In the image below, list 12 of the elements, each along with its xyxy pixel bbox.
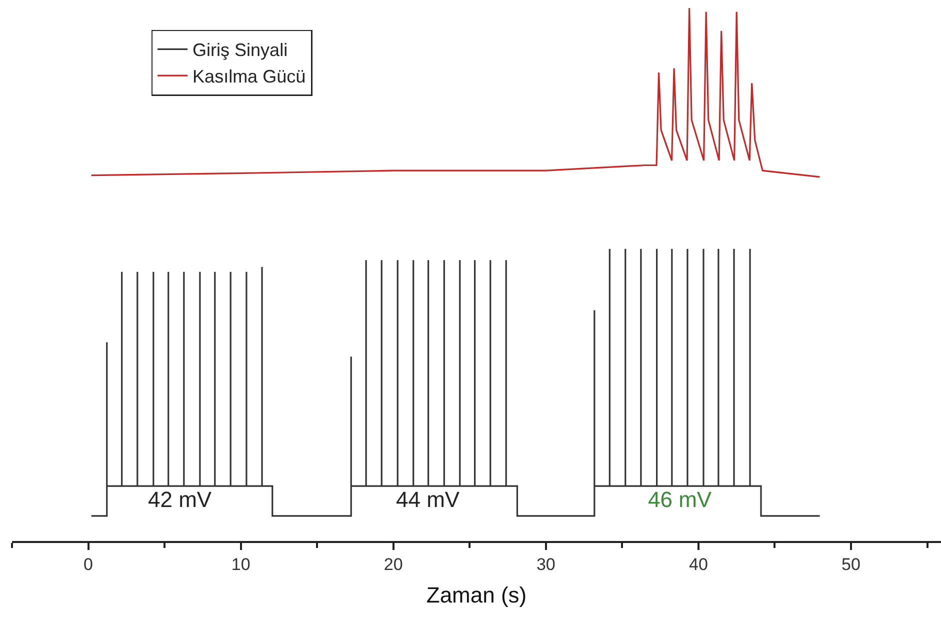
legend-label: Kasılma Gücü xyxy=(192,66,306,87)
x-tick-label: 20 xyxy=(384,555,403,574)
x-tick-label: 0 xyxy=(84,555,94,574)
x-tick-label: 40 xyxy=(688,555,708,574)
x-tick-label: 10 xyxy=(231,555,250,574)
annotation: 46 mV xyxy=(648,487,712,512)
x-axis-title: Zaman (s) xyxy=(426,582,527,608)
annotation: 44 mV xyxy=(396,487,460,512)
x-tick-label: 30 xyxy=(536,555,556,574)
annotation: 42 mV xyxy=(148,487,212,512)
legend-label: Giriş Sinyali xyxy=(192,40,288,60)
x-tick-label: 50 xyxy=(842,555,860,574)
